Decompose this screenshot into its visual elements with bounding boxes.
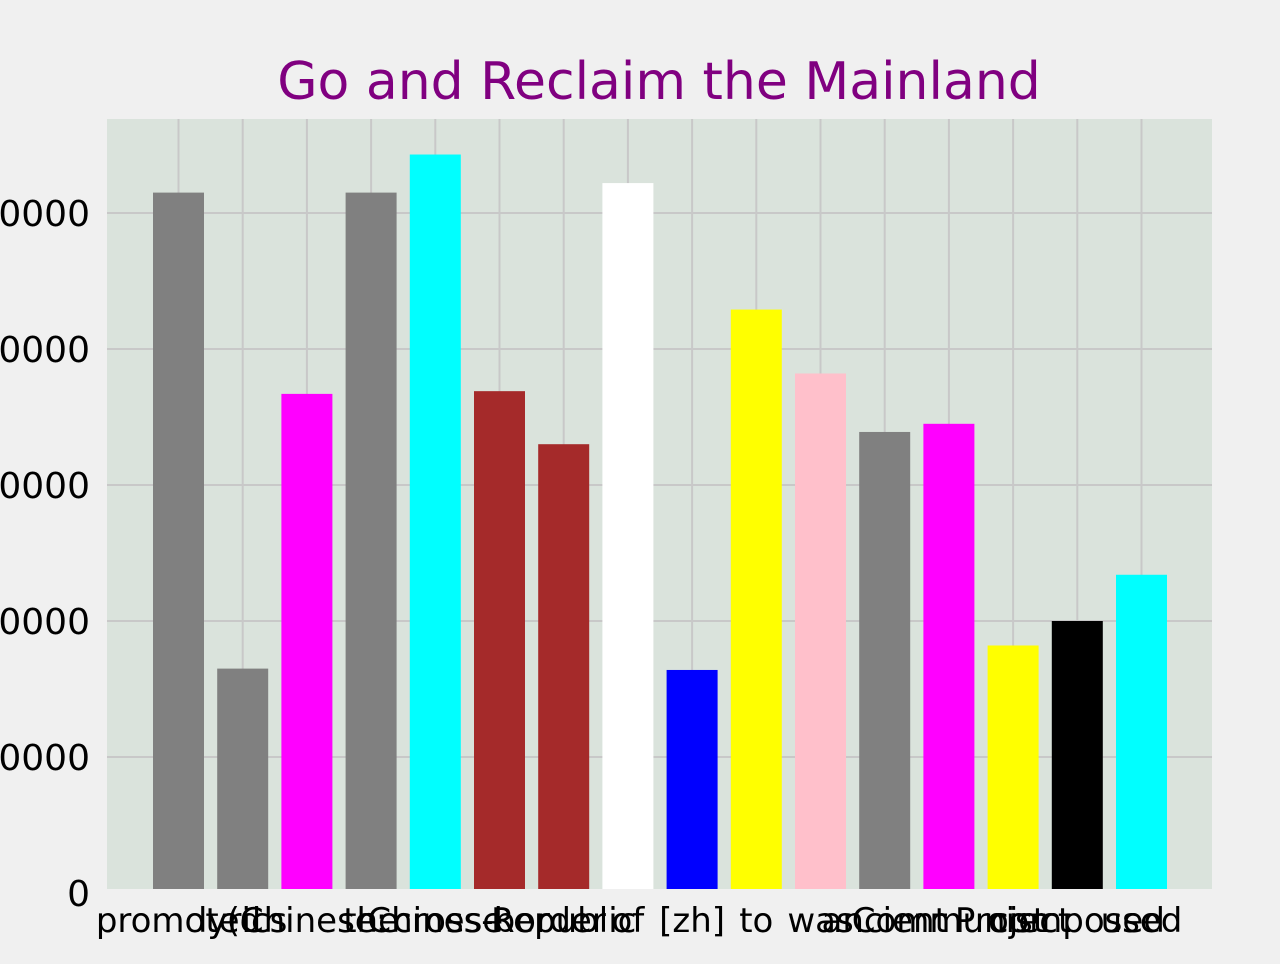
bar — [859, 431, 911, 889]
plot-area — [107, 119, 1212, 889]
bar — [923, 423, 975, 889]
x-tick-label: the — [343, 901, 399, 941]
x-tick-label: cross-border — [393, 901, 606, 941]
bar — [666, 669, 718, 889]
bar — [1116, 574, 1167, 889]
x-tick-label: lyrics — [198, 901, 287, 941]
bar — [730, 309, 782, 889]
bar — [345, 192, 397, 890]
bar — [538, 444, 590, 889]
x-tick-label: (Chinese: — [227, 901, 388, 941]
bar — [409, 154, 461, 889]
x-tick-label: Project — [955, 901, 1071, 941]
bar — [474, 391, 525, 889]
y-tick-label: 0 — [67, 874, 90, 915]
x-tick-label: to — [739, 901, 773, 941]
x-tick-labels: promotedlyrics(Chinese:theChinesecross-b… — [96, 901, 1183, 941]
x-tick-label: composed — [990, 901, 1165, 941]
bar — [795, 373, 846, 890]
y-tick-label: 0000 — [0, 330, 90, 371]
y-tick-label: 0000 — [0, 738, 90, 779]
bars — [153, 154, 1167, 890]
bar — [153, 192, 204, 890]
y-tick-label: 0000 — [0, 194, 90, 235]
chart-title: Go and Reclaim the Mainland — [277, 52, 1041, 112]
x-tick-label: [zh] — [659, 901, 725, 941]
x-tick-label: used — [1101, 901, 1183, 941]
y-tick-label: 0000 — [0, 602, 90, 643]
bar — [1051, 621, 1103, 889]
x-tick-label: promoted — [96, 901, 261, 941]
bar — [602, 183, 654, 889]
x-tick-label: Chinese — [367, 901, 503, 941]
x-tick-label: Communist — [852, 901, 1046, 941]
x-tick-label: ancient — [822, 901, 948, 941]
y-tick-label: 0000 — [0, 466, 90, 507]
bar — [217, 668, 269, 889]
x-tick-label: of — [612, 901, 646, 941]
bar — [987, 645, 1039, 889]
x-tick-label: Republic — [491, 901, 636, 941]
bar — [281, 393, 333, 889]
x-tick-label: was — [787, 901, 853, 941]
